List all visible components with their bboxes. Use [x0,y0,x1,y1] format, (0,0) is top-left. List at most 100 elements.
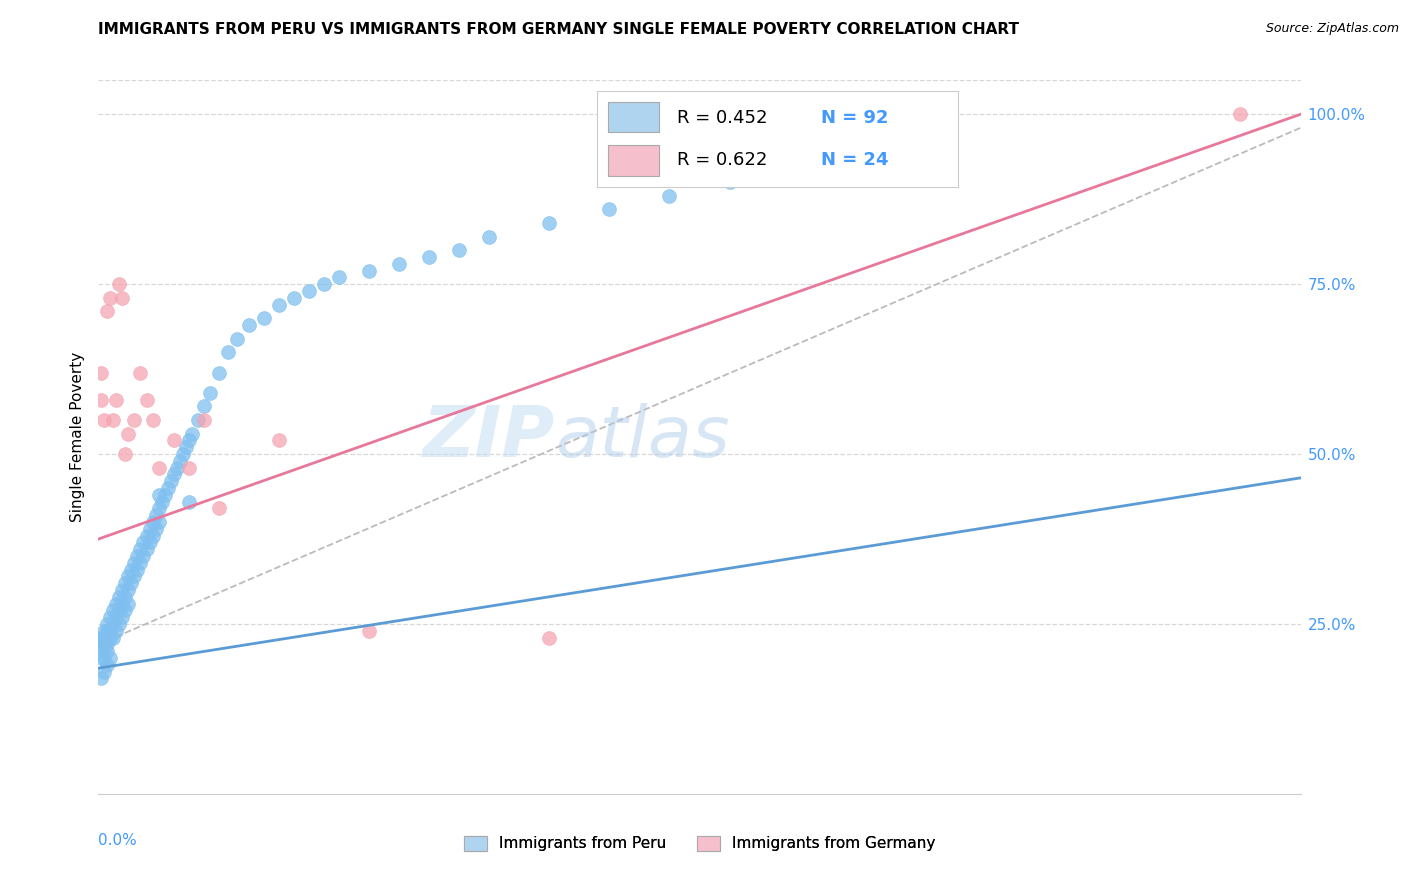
Point [127,549,149,563]
Point [90,644,112,658]
Point [180,426,202,441]
Point [141,515,163,529]
Point [129,556,152,570]
Point [145,508,167,523]
Point [96,617,118,632]
Point [193,413,215,427]
Point [117,597,139,611]
Point [90,651,112,665]
Point [298,284,321,298]
Point [538,216,561,230]
Text: ZIP: ZIP [423,402,555,472]
Point [217,345,239,359]
Point [208,501,231,516]
Point [198,385,221,400]
Point [658,189,681,203]
Point [96,637,118,651]
Point [135,542,157,557]
Point [159,475,181,489]
Point [225,332,247,346]
Point [93,624,115,638]
Point [135,392,157,407]
Point [114,447,136,461]
Point [114,603,136,617]
Point [148,515,170,529]
Point [124,413,146,427]
Text: atlas: atlas [555,402,730,472]
Point [111,291,134,305]
Point [124,569,146,583]
Point [150,494,173,508]
Point [538,631,561,645]
Text: IMMIGRANTS FROM PERU VS IMMIGRANTS FROM GERMANY SINGLE FEMALE POVERTY CORRELATIO: IMMIGRANTS FROM PERU VS IMMIGRANTS FROM … [98,22,1019,37]
Point [145,522,167,536]
Point [172,447,194,461]
Point [267,297,290,311]
Point [177,460,200,475]
Point [1229,107,1251,121]
Y-axis label: Single Female Poverty: Single Female Poverty [69,352,84,522]
Point [132,549,155,563]
Point [100,631,122,645]
Point [111,610,134,624]
Point [117,582,139,597]
Point [111,582,134,597]
Point [103,631,125,645]
Point [93,631,115,645]
Point [103,603,125,617]
Point [93,665,115,679]
Legend: Immigrants from Peru, Immigrants from Germany: Immigrants from Peru, Immigrants from Ge… [457,830,942,857]
Point [93,637,115,651]
Point [156,481,179,495]
Point [148,501,170,516]
Point [105,597,128,611]
Point [141,413,163,427]
Point [162,434,184,448]
Text: 0.0%: 0.0% [98,833,138,848]
Point [328,270,350,285]
Point [238,318,260,332]
Point [129,542,152,557]
Point [135,528,157,542]
Text: Source: ZipAtlas.com: Source: ZipAtlas.com [1265,22,1399,36]
Point [100,291,122,305]
Point [138,535,160,549]
Point [141,528,163,542]
Point [177,434,200,448]
Point [129,366,152,380]
Point [93,413,115,427]
Point [108,603,131,617]
Point [96,624,118,638]
Point [162,467,184,482]
Point [166,460,188,475]
Point [148,488,170,502]
Point [127,563,149,577]
Point [447,243,470,257]
Point [169,454,191,468]
Point [90,366,112,380]
Point [90,392,112,407]
Point [174,440,197,454]
Point [114,590,136,604]
Point [100,651,122,665]
Point [267,434,290,448]
Point [153,488,176,502]
Point [103,413,125,427]
Point [87,637,110,651]
Point [718,175,741,189]
Point [478,229,501,244]
Point [253,311,276,326]
Point [90,671,112,685]
Point [100,624,122,638]
Point [96,304,118,318]
Point [124,556,146,570]
Point [108,277,131,292]
Point [132,535,155,549]
Point [108,590,131,604]
Point [96,657,118,672]
Point [96,644,118,658]
Point [193,400,215,414]
Point [388,257,411,271]
Point [418,250,440,264]
Point [111,597,134,611]
